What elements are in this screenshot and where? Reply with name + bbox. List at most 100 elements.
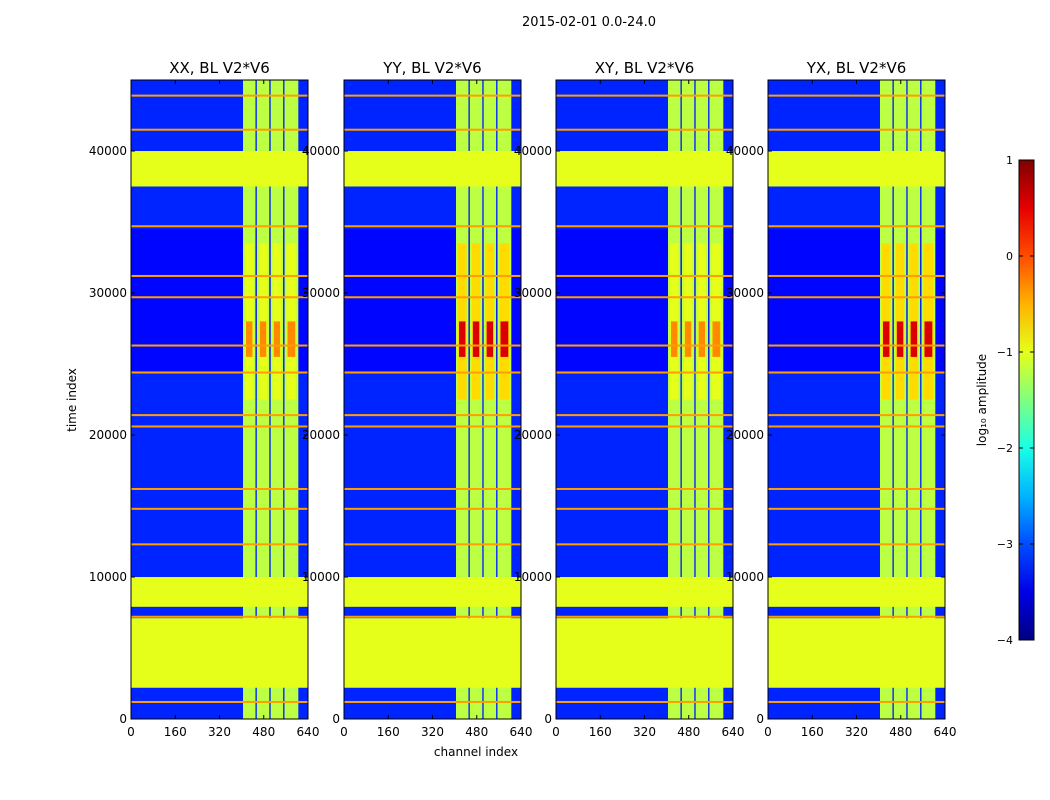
time-stripe — [768, 543, 945, 546]
rfi-peak — [924, 321, 933, 357]
time-stripe — [344, 700, 521, 703]
y-tick-label: 0 — [756, 712, 764, 726]
heatmap-image — [768, 80, 945, 719]
y-tick-label: 40000 — [89, 144, 127, 158]
time-stripe — [768, 371, 945, 374]
y-tick-label: 10000 — [514, 570, 552, 584]
y-tick-label: 20000 — [726, 428, 764, 442]
time-stripe — [344, 296, 521, 299]
flagged-region — [768, 151, 945, 187]
time-stripe — [768, 615, 945, 618]
time-stripe — [344, 507, 521, 510]
time-stripe — [556, 274, 733, 277]
panel-title: YY, BL V2*V6 — [382, 59, 481, 77]
colorbar-tick-label: 1 — [1006, 154, 1013, 167]
time-stripe — [344, 94, 521, 97]
y-tick-label: 10000 — [89, 570, 127, 584]
rfi-peak — [246, 321, 253, 357]
y-tick-label: 0 — [544, 712, 552, 726]
heatmap-image — [344, 80, 521, 719]
colorbar-tick-label: −4 — [997, 634, 1013, 647]
rfi-peak — [273, 321, 281, 357]
rfi-peak — [500, 321, 509, 357]
time-stripe — [131, 425, 308, 428]
rfi-peak — [684, 321, 692, 357]
x-tick-label: 480 — [677, 725, 700, 739]
heatmap-image — [131, 80, 308, 719]
time-stripe — [556, 371, 733, 374]
time-stripe — [556, 425, 733, 428]
rfi-peak — [472, 321, 480, 357]
time-stripe — [768, 225, 945, 228]
x-tick-label: 640 — [297, 725, 320, 739]
panel-1: XX, BL V2*V6 0 160 320 480 640 0 10000 20000 3000… — [89, 59, 320, 739]
colorbar: 1 0 −1 −2 −3 −4 — [997, 154, 1035, 647]
flagged-region — [556, 577, 733, 607]
time-stripe — [768, 296, 945, 299]
time-stripe — [556, 507, 733, 510]
time-stripe — [768, 414, 945, 417]
time-stripe — [556, 700, 733, 703]
flagged-region — [556, 618, 733, 688]
x-tick-label: 0 — [127, 725, 135, 739]
time-stripe — [556, 487, 733, 490]
colorbar-tick-label: 0 — [1006, 250, 1013, 263]
time-stripe — [344, 543, 521, 546]
figure-title: 2015-02-01 0.0-24.0 — [522, 15, 656, 30]
time-stripe — [131, 128, 308, 131]
time-stripe — [768, 94, 945, 97]
x-tick-label: 640 — [722, 725, 745, 739]
flagged-region — [344, 151, 521, 187]
time-stripe — [131, 344, 308, 347]
y-tick-label: 10000 — [726, 570, 764, 584]
time-stripe — [344, 344, 521, 347]
rfi-peak — [896, 321, 904, 357]
x-tick-label: 480 — [889, 725, 912, 739]
time-stripe — [768, 425, 945, 428]
panel-4: YX, BL V2*V6 0 160 320 480 640 0 10000 20000 3000… — [726, 59, 957, 739]
time-stripe — [556, 128, 733, 131]
x-tick-label: 160 — [801, 725, 824, 739]
y-tick-label: 10000 — [302, 570, 340, 584]
colorbar-tick-label: −2 — [997, 442, 1013, 455]
panel-2: YY, BL V2*V6 0 160 320 480 640 0 10000 20000 3000… — [302, 59, 533, 739]
time-stripe — [768, 344, 945, 347]
time-stripe — [344, 615, 521, 618]
x-tick-label: 640 — [510, 725, 533, 739]
flagged-region — [768, 577, 945, 607]
panel-title: XY, BL V2*V6 — [595, 59, 695, 77]
time-stripe — [556, 94, 733, 97]
colorbar-tick-label: −3 — [997, 538, 1013, 551]
x-axis-label: channel index — [434, 745, 518, 759]
time-stripe — [768, 700, 945, 703]
x-tick-label: 320 — [208, 725, 231, 739]
flagged-region — [131, 618, 308, 688]
y-tick-label: 40000 — [514, 144, 552, 158]
time-stripe — [768, 487, 945, 490]
flagged-region — [131, 577, 308, 607]
time-stripe — [131, 274, 308, 277]
time-stripe — [556, 225, 733, 228]
rfi-peak — [712, 321, 721, 357]
flagged-region — [131, 151, 308, 187]
x-tick-label: 0 — [340, 725, 348, 739]
y-tick-label: 40000 — [302, 144, 340, 158]
time-stripe — [556, 414, 733, 417]
flagged-region — [556, 151, 733, 187]
panels: XX, BL V2*V6 0 160 320 480 640 0 10000 20000 3000… — [89, 59, 957, 739]
time-stripe — [344, 371, 521, 374]
y-tick-label: 30000 — [514, 286, 552, 300]
rfi-peak — [883, 321, 890, 357]
time-stripe — [556, 344, 733, 347]
rfi-peak — [459, 321, 466, 357]
time-stripe — [131, 507, 308, 510]
y-tick-label: 30000 — [726, 286, 764, 300]
time-stripe — [131, 615, 308, 618]
x-tick-label: 320 — [633, 725, 656, 739]
flagged-region — [344, 577, 521, 607]
time-stripe — [344, 128, 521, 131]
x-tick-label: 320 — [421, 725, 444, 739]
time-stripe — [131, 700, 308, 703]
time-stripe — [344, 414, 521, 417]
